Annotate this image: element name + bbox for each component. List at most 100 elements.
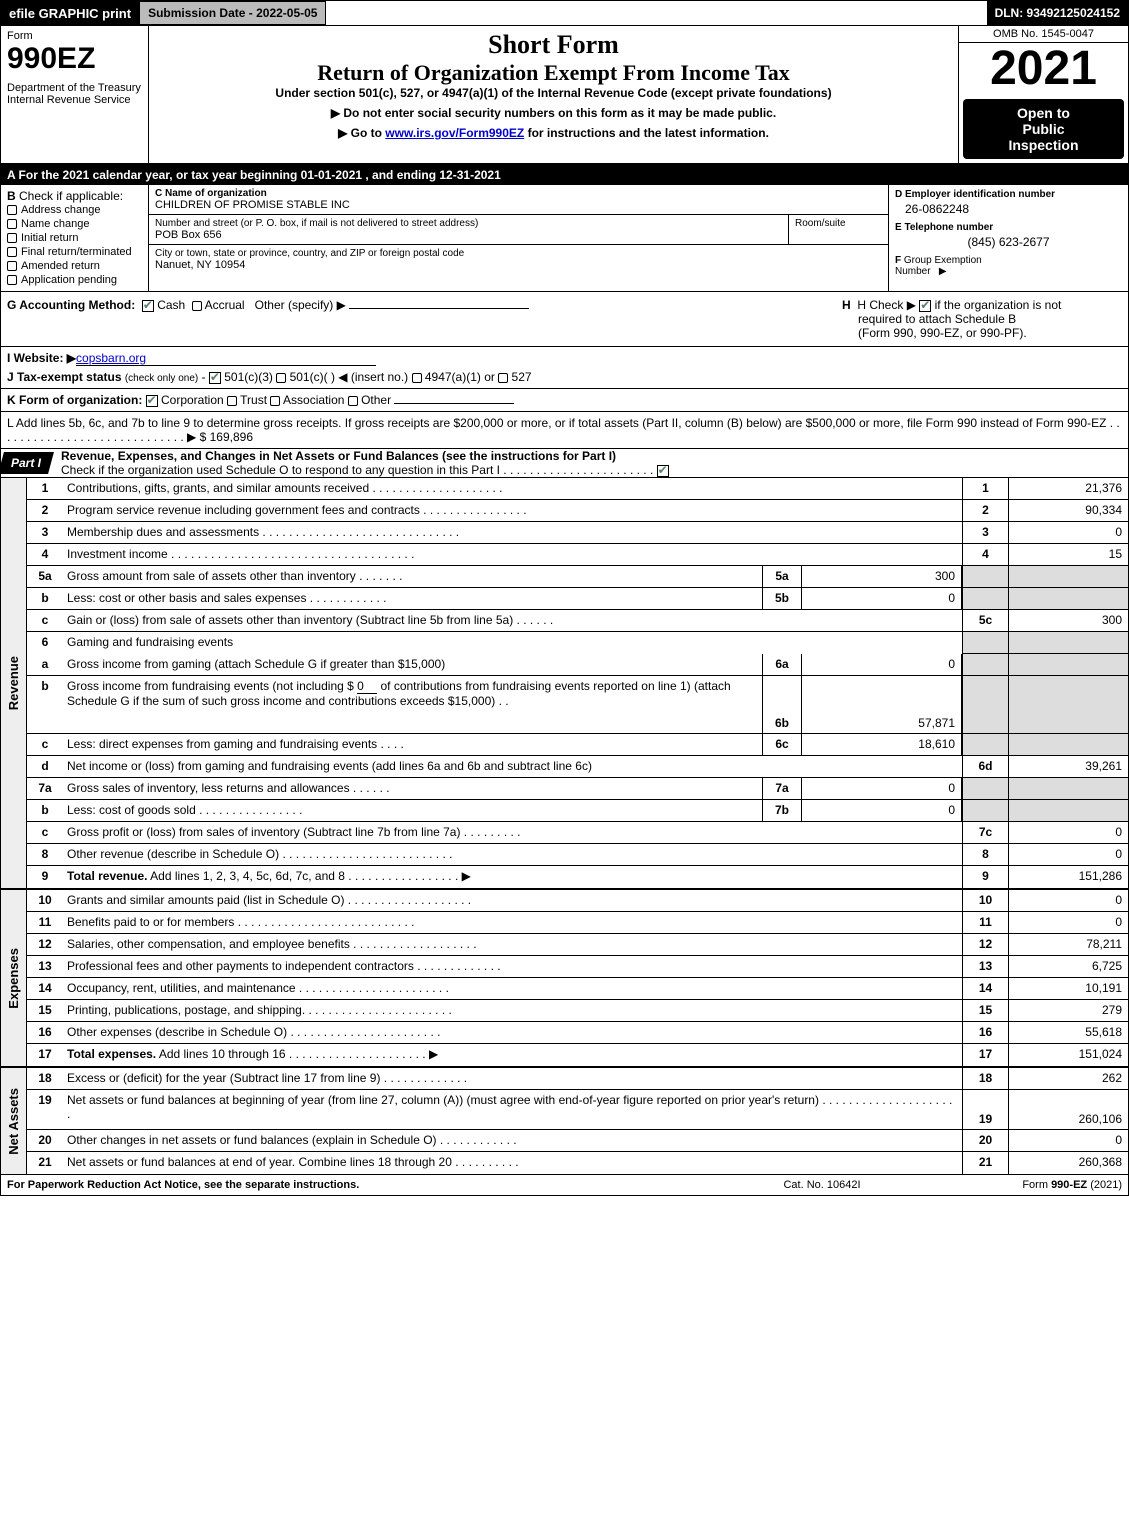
net-assets-section: Net Assets 18Excess or (deficit) for the… [1, 1068, 1128, 1175]
form-label: Form [7, 30, 142, 42]
street-value: POB Box 656 [155, 229, 782, 241]
omb-number: OMB No. 1545-0047 [959, 26, 1128, 43]
irs-link[interactable]: www.irs.gov/Form990EZ [385, 126, 524, 140]
line-17-value: 151,024 [1008, 1044, 1128, 1066]
checkbox-schedule-b-not-required[interactable] [919, 300, 931, 312]
goto-line: ▶ Go to www.irs.gov/Form990EZ for instru… [155, 120, 952, 140]
revenue-side-label: Revenue [6, 656, 21, 710]
line-9-value: 151,286 [1008, 866, 1128, 888]
open-to-public-box: Open to Public Inspection [963, 99, 1124, 159]
ein-value: 26-0862248 [895, 200, 1122, 222]
checkbox-name-change[interactable] [7, 219, 17, 229]
dept-label: Department of the Treasury [7, 82, 142, 94]
sections-gh-row: G Accounting Method: Cash Accrual Other … [1, 292, 1128, 347]
line-18-value: 262 [1008, 1068, 1128, 1089]
form-990ez: efile GRAPHIC print Submission Date - 20… [0, 0, 1129, 1196]
accounting-method-label: G Accounting Method: [7, 298, 135, 312]
sections-bcd-row: B Check if applicable: Address change Na… [1, 185, 1128, 292]
irs-label: Internal Revenue Service [7, 94, 142, 106]
section-def: D Employer identification number 26-0862… [888, 185, 1128, 291]
section-l-gross-receipts: L Add lines 5b, 6c, and 7b to line 9 to … [1, 412, 1128, 449]
line-2-value: 90,334 [1008, 500, 1128, 521]
website-link[interactable]: copsbarn.org [76, 351, 376, 366]
line-1-value: 21,376 [1008, 478, 1128, 499]
checkbox-527[interactable] [498, 373, 508, 383]
subtitle: Under section 501(c), 527, or 4947(a)(1)… [155, 86, 952, 100]
line-11-value: 0 [1008, 912, 1128, 933]
line-5b-value: 0 [802, 588, 962, 609]
submission-date-label: Submission Date - 2022-05-05 [139, 1, 326, 25]
checkbox-amended-return[interactable] [7, 261, 17, 271]
line-15-value: 279 [1008, 1000, 1128, 1021]
line-13-value: 6,725 [1008, 956, 1128, 977]
line-5a-value: 300 [802, 566, 962, 587]
city-value: Nanuet, NY 10954 [155, 259, 882, 271]
paperwork-notice: For Paperwork Reduction Act Notice, see … [7, 1179, 722, 1191]
catalog-number: Cat. No. 10642I [722, 1179, 922, 1191]
group-exemption-label: F Group ExemptionNumber ▶ [895, 255, 1122, 277]
checkbox-4947a1[interactable] [412, 373, 422, 383]
checkbox-address-change[interactable] [7, 205, 17, 215]
checkbox-trust[interactable] [227, 396, 237, 406]
form-footer: For Paperwork Reduction Act Notice, see … [1, 1175, 1128, 1195]
section-k-org-form: K Form of organization: Corporation Trus… [1, 389, 1128, 412]
line-7b-value: 0 [802, 800, 962, 821]
line-14-value: 10,191 [1008, 978, 1128, 999]
line-6c-value: 18,610 [802, 734, 962, 755]
part-1-check-line: Check if the organization used Schedule … [61, 463, 1122, 477]
line-3-value: 0 [1008, 522, 1128, 543]
line-6d-value: 39,261 [1008, 756, 1128, 777]
org-name-label: C Name of organization [155, 188, 882, 199]
line-7a-value: 0 [802, 778, 962, 799]
line-5c-value: 300 [1008, 610, 1128, 631]
street-label: Number and street (or P. O. box, if mail… [155, 218, 782, 229]
line-6b-value: 57,871 [802, 676, 962, 733]
part-1-header: Part I Revenue, Expenses, and Changes in… [1, 449, 1128, 478]
phone-value: (845) 623-2677 [895, 233, 1122, 255]
checkbox-initial-return[interactable] [7, 233, 17, 243]
checkbox-other-org[interactable] [348, 396, 358, 406]
gross-receipts-value: 169,896 [210, 430, 253, 444]
checkbox-501c3[interactable] [209, 372, 221, 384]
efile-print-button[interactable]: efile GRAPHIC print [1, 1, 139, 25]
line-8-value: 0 [1008, 844, 1128, 865]
line-20-value: 0 [1008, 1130, 1128, 1151]
checkbox-cash[interactable] [142, 300, 154, 312]
checkbox-application-pending[interactable] [7, 275, 17, 285]
dln-label: DLN: 93492125024152 [987, 1, 1128, 25]
org-name-value: CHILDREN OF PROMISE STABLE INC [155, 199, 882, 211]
line-16-value: 55,618 [1008, 1022, 1128, 1043]
checkbox-accrual[interactable] [192, 301, 202, 311]
form-ref: Form 990-EZ (2021) [922, 1179, 1122, 1191]
part-1-tab: Part I [11, 456, 41, 470]
form-number: 990EZ [7, 42, 142, 76]
part-1-title: Revenue, Expenses, and Changes in Net As… [61, 449, 1122, 463]
line-10-value: 0 [1008, 890, 1128, 911]
phone-label: E Telephone number [895, 222, 1122, 233]
line-4-value: 15 [1008, 544, 1128, 565]
section-a-tax-year: A For the 2021 calendar year, or tax yea… [1, 165, 1128, 185]
expenses-section: Expenses 10Grants and similar amounts pa… [1, 890, 1128, 1068]
checkbox-schedule-o-used[interactable] [657, 465, 669, 477]
ein-label: D Employer identification number [895, 189, 1122, 200]
line-7c-value: 0 [1008, 822, 1128, 843]
checkbox-association[interactable] [270, 396, 280, 406]
short-form-title: Short Form [155, 30, 952, 60]
top-bar: efile GRAPHIC print Submission Date - 20… [1, 1, 1128, 26]
line-21-value: 260,368 [1008, 1152, 1128, 1174]
line-12-value: 78,211 [1008, 934, 1128, 955]
checkbox-501c[interactable] [276, 373, 286, 383]
checkbox-final-return[interactable] [7, 247, 17, 257]
line-6a-value: 0 [802, 654, 962, 675]
section-b: B Check if applicable: Address change Na… [1, 185, 149, 291]
tax-year: 2021 [959, 43, 1128, 99]
section-i-website: I Website: ▶copsbarn.org J Tax-exempt st… [1, 347, 1128, 389]
section-c: C Name of organization CHILDREN OF PROMI… [149, 185, 888, 291]
net-assets-side-label: Net Assets [6, 1088, 21, 1155]
room-label: Room/suite [795, 218, 882, 229]
section-h: H H Check ▶ if the organization is not r… [842, 298, 1122, 340]
expenses-side-label: Expenses [6, 948, 21, 1009]
line-6b-desc: Gross income from fundraising events (no… [63, 676, 762, 733]
checkbox-corporation[interactable] [146, 395, 158, 407]
warning-line: ▶ Do not enter social security numbers o… [155, 100, 952, 120]
